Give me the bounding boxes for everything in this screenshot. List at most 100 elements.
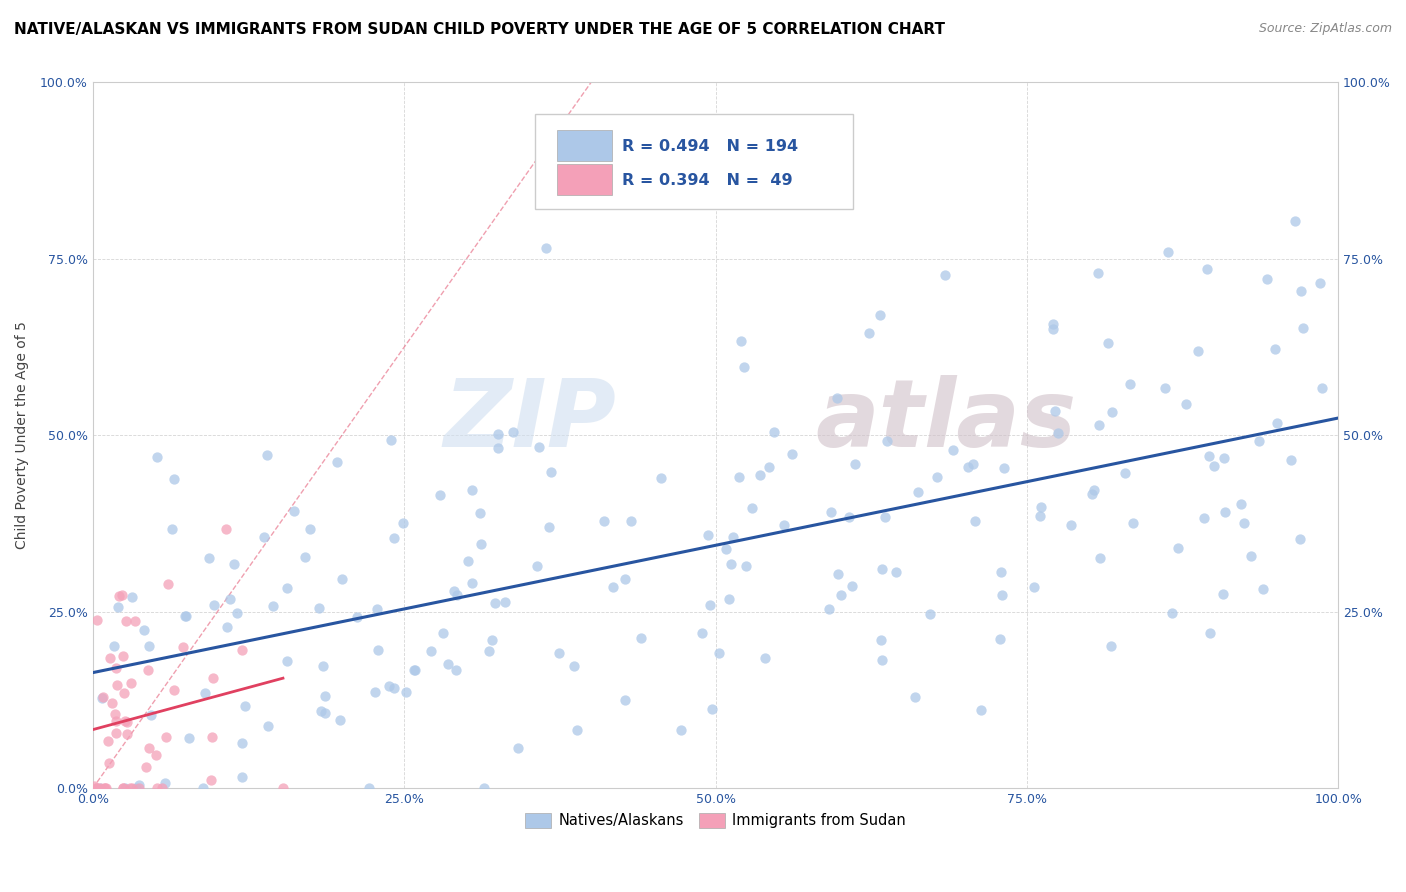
Point <box>90 690 112 705</box>
Point <box>1101 405 1123 419</box>
Point <box>876 434 898 449</box>
Point <box>314 689 336 703</box>
Point <box>309 704 332 718</box>
Point <box>128 777 150 791</box>
FancyBboxPatch shape <box>557 130 612 161</box>
Point <box>1310 381 1333 395</box>
Point <box>1031 500 1053 515</box>
Point <box>486 427 509 442</box>
Point <box>380 433 402 447</box>
Point <box>502 425 524 439</box>
Point <box>962 457 984 471</box>
Point <box>1114 466 1136 480</box>
Point <box>103 707 125 722</box>
Point <box>173 640 195 654</box>
Point <box>1289 532 1312 546</box>
Point <box>741 501 763 516</box>
Point <box>382 681 405 696</box>
Point <box>136 663 159 677</box>
Point <box>1249 434 1271 449</box>
Point <box>312 659 335 673</box>
Point <box>103 639 125 653</box>
Point <box>226 606 249 620</box>
Point <box>283 504 305 518</box>
FancyBboxPatch shape <box>557 164 612 195</box>
Point <box>1309 276 1331 290</box>
Point <box>494 595 516 609</box>
Point <box>150 781 173 796</box>
Point <box>84 781 107 796</box>
Text: NATIVE/ALASKAN VS IMMIGRANTS FROM SUDAN CHILD POVERTY UNDER THE AGE OF 5 CORRELA: NATIVE/ALASKAN VS IMMIGRANTS FROM SUDAN … <box>14 22 945 37</box>
Point <box>1043 404 1066 418</box>
Point <box>1088 418 1111 433</box>
Point <box>217 620 239 634</box>
Point <box>124 614 146 628</box>
Point <box>1213 451 1236 466</box>
Point <box>215 522 238 536</box>
Point <box>98 651 121 665</box>
Point <box>1081 487 1104 501</box>
Point <box>1265 417 1288 431</box>
Point <box>1197 262 1219 277</box>
Point <box>429 487 451 501</box>
Point <box>329 713 352 727</box>
Point <box>201 671 224 685</box>
Point <box>112 686 135 700</box>
Point <box>114 781 136 796</box>
Point <box>461 576 484 591</box>
Point <box>200 772 222 787</box>
Point <box>378 679 401 693</box>
Text: R = 0.394   N =  49: R = 0.394 N = 49 <box>621 173 793 188</box>
Point <box>817 602 839 616</box>
Point <box>94 781 117 796</box>
Point <box>1029 508 1052 523</box>
Point <box>117 726 139 740</box>
Point <box>392 516 415 530</box>
Legend: Natives/Alaskans, Immigrants from Sudan: Natives/Alaskans, Immigrants from Sudan <box>519 806 911 834</box>
Point <box>93 781 115 796</box>
Point <box>121 591 143 605</box>
Point <box>117 715 139 730</box>
Point <box>219 591 242 606</box>
Text: Source: ZipAtlas.com: Source: ZipAtlas.com <box>1258 22 1392 36</box>
Point <box>194 686 217 700</box>
Point <box>830 588 852 602</box>
Point <box>970 703 993 717</box>
Point <box>135 759 157 773</box>
Point <box>233 699 256 714</box>
Point <box>104 725 127 739</box>
Point <box>364 685 387 699</box>
Point <box>481 632 503 647</box>
Point <box>174 609 197 624</box>
Point <box>669 723 692 738</box>
Point <box>91 690 114 704</box>
Point <box>89 781 111 796</box>
Point <box>276 654 298 668</box>
Point <box>395 685 418 699</box>
Point <box>934 268 956 282</box>
Point <box>1194 511 1216 525</box>
Point <box>749 468 772 483</box>
Point <box>1060 517 1083 532</box>
Point <box>1097 336 1119 351</box>
Point <box>174 608 197 623</box>
Point <box>904 690 927 704</box>
Point <box>858 326 880 340</box>
Point <box>1047 426 1070 441</box>
Point <box>506 740 529 755</box>
Point <box>155 730 177 744</box>
Point <box>886 565 908 579</box>
Point <box>198 551 221 566</box>
Point <box>942 442 965 457</box>
Point <box>486 441 509 455</box>
Point <box>1167 541 1189 555</box>
Point <box>1122 516 1144 531</box>
Point <box>472 781 495 796</box>
Point <box>146 450 169 465</box>
Point <box>1212 587 1234 601</box>
Point <box>1240 549 1263 563</box>
Point <box>1204 458 1226 473</box>
Text: R = 0.494   N = 194: R = 0.494 N = 194 <box>621 139 799 154</box>
Point <box>231 770 253 784</box>
Point <box>1187 344 1209 359</box>
